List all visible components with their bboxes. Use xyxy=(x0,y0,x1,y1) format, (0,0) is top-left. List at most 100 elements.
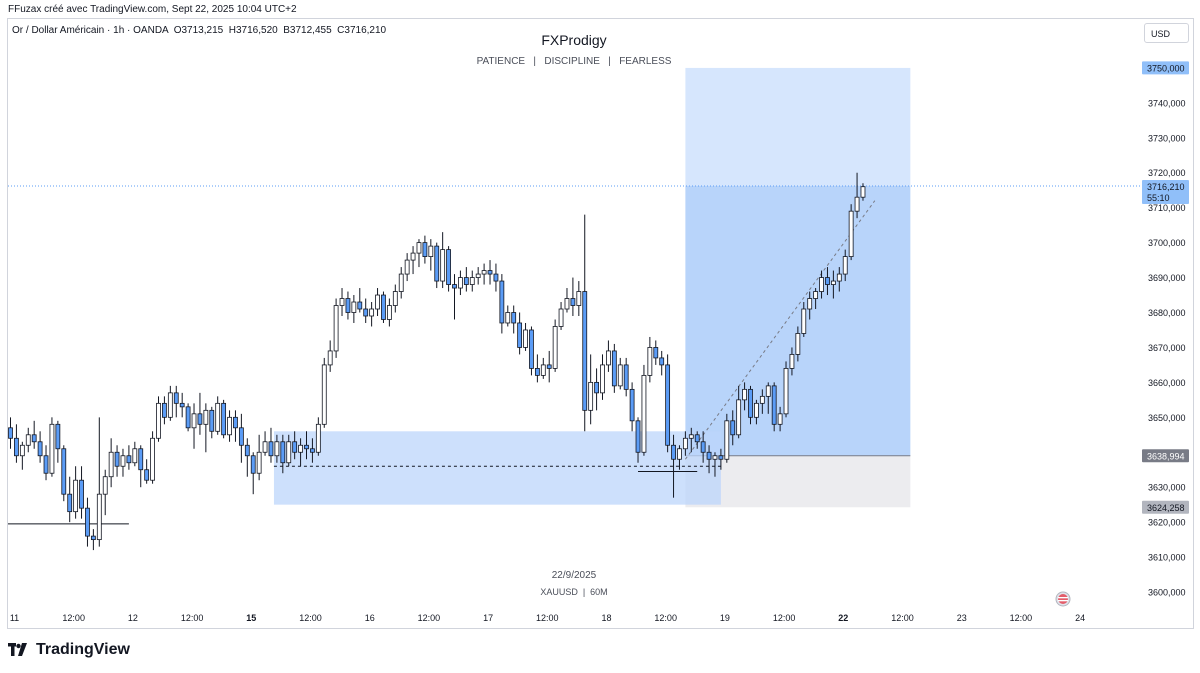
candle-body xyxy=(138,448,144,471)
candle xyxy=(552,319,558,372)
candle xyxy=(611,343,617,393)
candle-body xyxy=(321,364,327,425)
candle-body xyxy=(534,368,540,376)
y-tick-label: 3710,000 xyxy=(1148,203,1186,213)
tradingview-logo-icon[interactable] xyxy=(8,643,30,657)
candle-body xyxy=(481,270,487,275)
candle-body xyxy=(647,347,653,376)
us-flag-icon[interactable] xyxy=(1055,591,1071,607)
candle xyxy=(162,396,167,425)
candle-body xyxy=(25,434,31,446)
candle xyxy=(138,445,144,488)
candle xyxy=(499,274,505,334)
candle xyxy=(558,302,564,330)
candle-body xyxy=(570,298,576,306)
candle xyxy=(179,392,185,418)
candle xyxy=(671,434,676,498)
candle-body xyxy=(363,308,369,317)
x-tick-label: 12:00 xyxy=(299,613,322,623)
candle xyxy=(452,274,457,320)
candle-body xyxy=(795,333,801,355)
candle-body xyxy=(446,249,451,285)
candle-body xyxy=(511,312,517,324)
candle-body xyxy=(339,298,345,306)
price-label-bg xyxy=(1142,179,1189,204)
candle-body xyxy=(43,455,49,474)
candle-body xyxy=(540,364,546,376)
candle-body xyxy=(653,347,659,359)
candle xyxy=(327,340,333,372)
candle-body xyxy=(85,507,90,537)
candle-body xyxy=(108,451,114,478)
candle xyxy=(629,382,635,432)
candle xyxy=(546,350,552,383)
candle-body xyxy=(31,434,37,443)
candle-body xyxy=(191,413,197,429)
x-tick-label: 11 xyxy=(10,613,19,623)
target-zone[interactable] xyxy=(685,67,911,186)
symbol-info[interactable]: Or / Dollar Américain · 1h · OANDA O3713… xyxy=(12,25,386,36)
candle xyxy=(126,445,132,470)
candle xyxy=(215,396,221,435)
candle xyxy=(759,389,765,414)
candle-body xyxy=(688,434,694,439)
currency-button[interactable]: USD xyxy=(1144,23,1189,43)
candle-body xyxy=(765,385,771,397)
candle xyxy=(730,410,736,446)
profit-zone[interactable] xyxy=(685,185,911,456)
brand-name[interactable]: TradingView xyxy=(36,641,130,658)
candle-body xyxy=(209,409,215,432)
candle-body xyxy=(215,402,221,432)
candle xyxy=(564,288,570,313)
candle-body xyxy=(499,280,505,324)
candle-body xyxy=(458,277,463,289)
candle xyxy=(665,354,671,453)
candle-body xyxy=(505,312,511,324)
candle xyxy=(517,312,523,355)
candle xyxy=(185,403,191,432)
x-tick-label: 12:00 xyxy=(536,613,559,623)
candle-body xyxy=(203,409,209,425)
candle xyxy=(458,270,463,296)
candle xyxy=(813,288,819,310)
candle-body xyxy=(671,444,676,460)
candle-body xyxy=(150,437,155,481)
demand-zone[interactable] xyxy=(273,431,721,505)
x-tick-label: 12 xyxy=(128,613,138,623)
candle xyxy=(167,385,173,421)
candle-body xyxy=(351,301,357,313)
x-tick-label: 12:00 xyxy=(654,613,677,623)
candle-body xyxy=(327,350,333,366)
candle-body xyxy=(162,402,167,418)
candle-body xyxy=(854,196,860,212)
candle xyxy=(422,235,428,264)
candle-body xyxy=(55,423,61,450)
candle-body xyxy=(262,441,268,453)
candle-body xyxy=(179,402,185,408)
candle-body xyxy=(825,277,830,285)
price-label: 3624,258 xyxy=(1142,500,1189,514)
candle-body xyxy=(244,444,250,457)
candle xyxy=(315,417,321,456)
candle xyxy=(173,385,179,418)
candle xyxy=(79,466,84,519)
x-tick-label: 17 xyxy=(483,613,493,623)
x-tick-label: 12:00 xyxy=(1010,613,1033,623)
candle xyxy=(61,445,67,502)
candle-body xyxy=(90,535,96,541)
date-caption: 22/9/2025 xyxy=(552,570,597,581)
y-tick-label: 3650,000 xyxy=(1148,413,1186,423)
candle-body xyxy=(49,423,55,474)
candle-body xyxy=(487,270,493,275)
candle-body xyxy=(552,326,558,369)
candle xyxy=(736,385,742,439)
candle xyxy=(96,417,102,547)
stop-loss-zone[interactable] xyxy=(685,455,911,508)
candle-body xyxy=(250,455,256,474)
candle xyxy=(256,434,262,481)
candle xyxy=(712,452,718,477)
candle-body xyxy=(434,245,440,282)
candle xyxy=(700,431,706,463)
candle xyxy=(742,382,747,411)
